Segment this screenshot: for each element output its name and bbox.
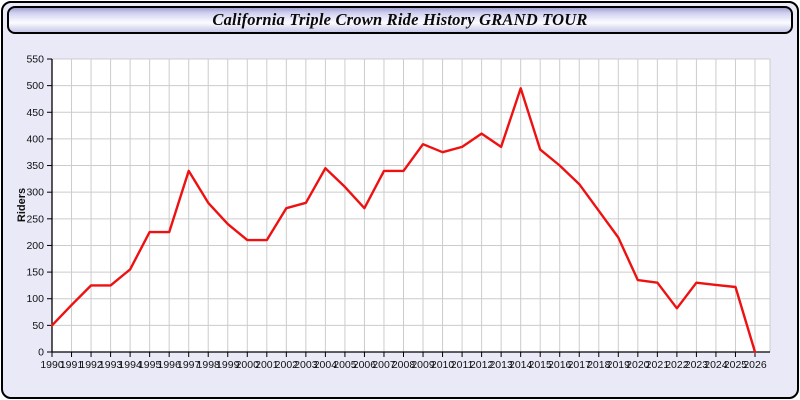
title-bar: California Triple Crown Ride History GRA… bbox=[7, 6, 793, 34]
chart-title: California Triple Crown Ride History GRA… bbox=[212, 10, 588, 29]
